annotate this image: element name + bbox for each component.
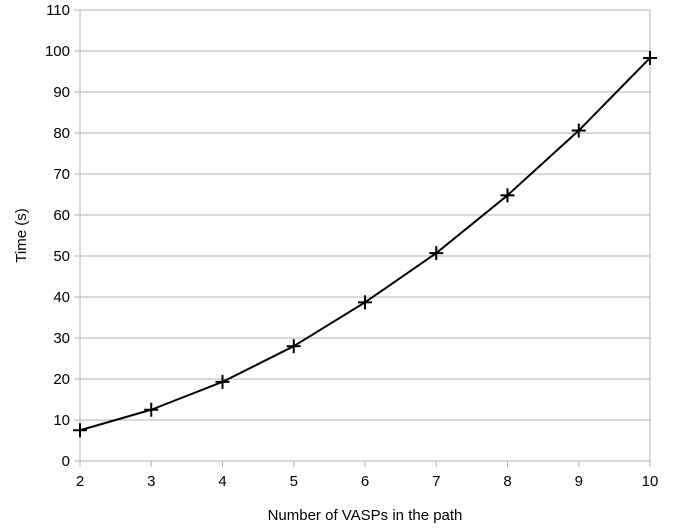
y-tick-label-100: 100	[45, 43, 70, 60]
x-tick-label-4: 4	[218, 473, 226, 490]
x-tick-labels: 2 3 4 5 6 7 8 9 10	[76, 473, 659, 490]
y-tick-label-10: 10	[53, 412, 70, 429]
y-tick-label-110: 110	[46, 2, 70, 19]
data-point-8	[500, 188, 515, 203]
y-tick-label-40: 40	[53, 289, 70, 306]
x-tick-label-3: 3	[147, 473, 155, 490]
gridlines	[80, 9, 650, 421]
data-point-3	[144, 402, 159, 417]
x-tick-label-8: 8	[503, 473, 511, 490]
y-axis-title: Time (s)	[13, 208, 30, 262]
x-tick-label-2: 2	[76, 473, 84, 490]
y-tick-label-0: 0	[62, 453, 70, 470]
axes	[74, 9, 651, 467]
y-tick-label-50: 50	[53, 248, 70, 265]
y-tick-labels: 0 10 20 30 40 50 60 70 80 90 100 110	[45, 2, 70, 470]
y-tick-label-30: 30	[53, 330, 70, 347]
y-tick-label-80: 80	[53, 125, 70, 142]
data-point-6	[358, 295, 372, 310]
y-tick-label-90: 90	[53, 84, 70, 101]
data-point-7	[429, 246, 444, 261]
x-axis-title: Number of VASPs in the path	[268, 507, 463, 524]
x-tick-label-7: 7	[432, 473, 440, 490]
data-point-5	[286, 339, 301, 354]
y-tick-label-20: 20	[53, 371, 70, 388]
x-tick-label-5: 5	[290, 473, 298, 490]
data-point-9	[571, 123, 586, 138]
x-tick-label-6: 6	[361, 473, 369, 490]
x-tick-label-10: 10	[642, 473, 659, 490]
data-point-10	[643, 50, 657, 65]
x-tick-label-9: 9	[575, 473, 583, 490]
series-line	[79, 57, 651, 432]
y-tick-label-60: 60	[53, 207, 70, 224]
series	[73, 50, 657, 438]
data-point-4	[215, 374, 230, 389]
y-tick-label-70: 70	[53, 166, 70, 183]
data-point-2	[73, 423, 87, 438]
